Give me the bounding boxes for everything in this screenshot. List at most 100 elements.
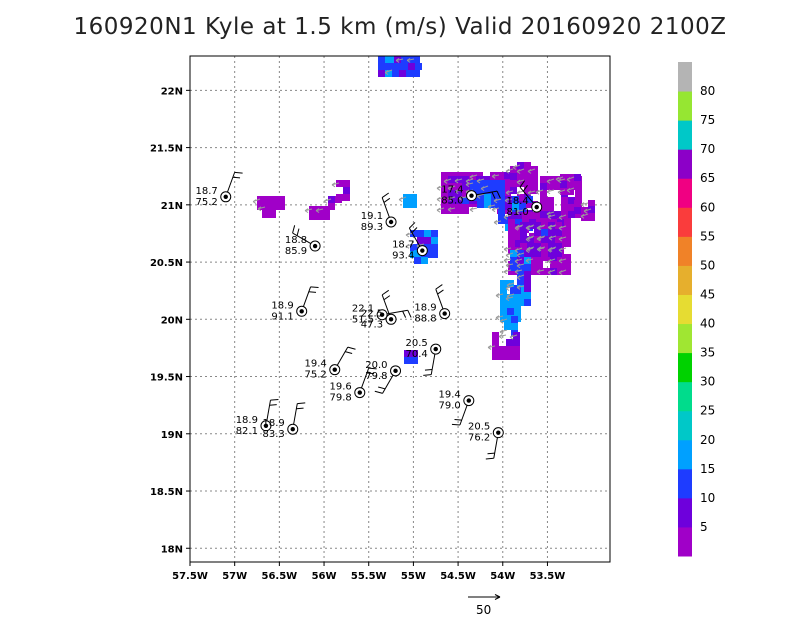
- shade-cell: [524, 173, 531, 180]
- colorbar-segment: [678, 236, 692, 266]
- station-plot: 22.151.5: [352, 304, 412, 326]
- wind-arrow-head: [505, 263, 510, 268]
- shade-cell: [508, 268, 515, 275]
- shade-cell: [534, 222, 541, 229]
- shade-cell: [492, 346, 499, 353]
- station-dot: [420, 248, 425, 253]
- shade-cell: [492, 339, 499, 346]
- shade-cell: [424, 237, 431, 244]
- shade-cell: [500, 287, 507, 294]
- wind-arrow-head: [525, 258, 530, 264]
- shade-cell: [392, 70, 399, 77]
- wind-arrow-head: [566, 177, 571, 182]
- shade-cell: [564, 268, 571, 275]
- shade-cell: [514, 301, 521, 308]
- wind-arrow-head: [398, 197, 403, 203]
- shade-cell: [484, 194, 491, 201]
- wind-barb-feather: [402, 310, 407, 318]
- shade-cell: [568, 197, 575, 204]
- wind-barb-feather: [424, 369, 433, 371]
- shade-cell: [477, 194, 484, 201]
- colorbar-segment: [678, 207, 692, 237]
- shade-cell: [555, 243, 562, 250]
- shade-cell: [564, 254, 571, 261]
- station-value-top: 18.9: [263, 418, 285, 429]
- shade-cell: [404, 350, 411, 357]
- shade-cell: [575, 190, 582, 197]
- shade-cell: [406, 70, 413, 77]
- wind-arrow-head: [547, 270, 552, 276]
- wind-arrow-head: [537, 235, 542, 241]
- station-value-bottom: 91.1: [271, 311, 293, 322]
- shade-cell: [491, 187, 498, 194]
- wind-arrow-head: [558, 247, 563, 253]
- shade-cell: [564, 226, 571, 233]
- wind-arrow-head: [580, 213, 585, 219]
- shade-cell: [554, 211, 561, 218]
- station-value-bottom: 81.0: [506, 207, 528, 218]
- station-plot: 18.775.2: [195, 171, 243, 208]
- shade-cell: [378, 63, 385, 70]
- shade-cell: [410, 251, 417, 258]
- shade-cell: [500, 308, 507, 315]
- wind-arrow-head: [558, 215, 563, 220]
- wind-barb-feather: [296, 407, 304, 410]
- wind-arrow-head: [526, 236, 531, 241]
- colorbar-segment: [678, 91, 692, 121]
- shade-cell: [448, 190, 455, 197]
- shade-cell: [557, 254, 564, 261]
- shade-cell: [515, 233, 522, 240]
- station-value-top: 18.9: [414, 303, 436, 314]
- wind-arrow-head: [547, 259, 552, 264]
- wind-barb-feather: [407, 309, 412, 318]
- grid-lines: [186, 56, 610, 566]
- wind-arrow-head: [469, 207, 474, 213]
- wind-barb-feather: [368, 367, 377, 370]
- shade-cell: [483, 176, 490, 183]
- shade-cell: [567, 188, 574, 195]
- shade-cell: [550, 254, 557, 261]
- shade-cell: [540, 176, 547, 183]
- station-plot: 17.485.0: [441, 185, 501, 207]
- shade-cell: [540, 197, 547, 204]
- station-dot: [534, 204, 539, 210]
- colorbar-segment: [678, 323, 692, 354]
- shade-cell: [524, 292, 531, 299]
- shade-cell: [517, 169, 524, 176]
- shade-cell: [517, 194, 524, 201]
- wind-arrow-head: [537, 225, 542, 230]
- shade-cell: [455, 172, 462, 179]
- colorbar-label: 10: [700, 491, 715, 505]
- wind-arrow-head: [491, 207, 496, 213]
- wind-barb-feather: [519, 180, 526, 188]
- station-value-bottom: 85.0: [441, 196, 463, 207]
- shade-cell: [504, 172, 511, 179]
- colorbar-segment: [678, 352, 692, 383]
- station-plot: 20.570.4: [405, 338, 442, 376]
- station-dot: [466, 398, 472, 403]
- wind-arrow-head: [447, 196, 452, 202]
- shade-cell: [491, 201, 498, 208]
- shade-cell: [517, 173, 524, 180]
- station-value-bottom: 82.1: [236, 426, 258, 437]
- wind-arrow-head: [514, 269, 519, 275]
- lat-tick-label: 18.5N: [150, 487, 183, 498]
- wind-arrow-head: [535, 189, 540, 195]
- shade-cell: [529, 261, 536, 268]
- shade-cell: [343, 187, 350, 194]
- wind-arrow-head: [493, 220, 498, 225]
- shade-cell: [560, 174, 567, 181]
- colorbar-segment: [678, 439, 692, 470]
- lon-tick-label: 57W: [222, 571, 247, 582]
- shade-cell: [498, 203, 505, 210]
- lon-tick-label: 54.5W: [440, 571, 476, 582]
- shade-cell: [531, 173, 538, 180]
- wind-barb-feather: [310, 286, 319, 289]
- colorbar-label: 45: [700, 287, 715, 301]
- wind-arrow-head: [546, 178, 551, 184]
- shade-cell: [417, 237, 424, 244]
- wind-arrow-head: [447, 207, 452, 212]
- shade-cell: [531, 180, 538, 187]
- shade-cell: [403, 201, 410, 208]
- shade-cell: [309, 206, 316, 213]
